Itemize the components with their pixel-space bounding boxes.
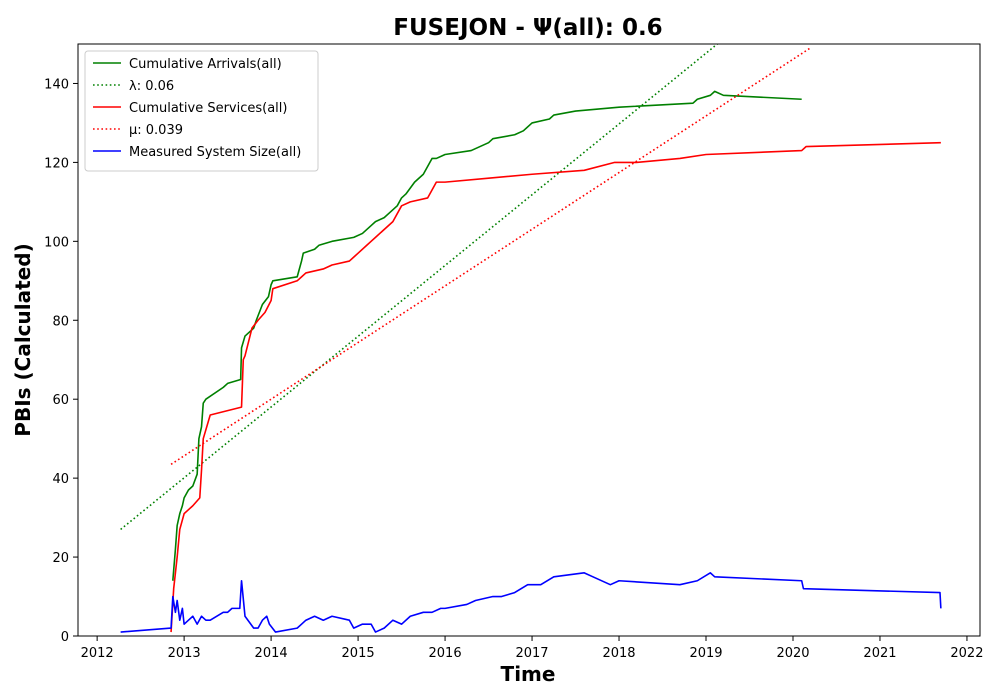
legend-box	[84, 50, 319, 172]
legend-label-2: Cumulative Services(all)	[129, 101, 287, 116]
y-axis-label: PBIs (Calculated)	[11, 243, 35, 436]
chart-title: FUSEJON - Ψ(all): 0.6	[393, 15, 662, 41]
y-tick-label: 0	[61, 630, 69, 645]
x-tick-label: 2014	[255, 646, 288, 661]
series-line-0	[172, 90, 802, 581]
legend-label-4: Measured System Size(all)	[129, 145, 301, 160]
x-tick-label: 2013	[168, 646, 201, 661]
y-tick-label: 40	[52, 472, 69, 487]
x-tick-label: 2016	[429, 646, 462, 661]
series-line-4	[120, 572, 942, 633]
x-axis-label: Time	[501, 662, 556, 686]
x-tick-label: 2022	[950, 646, 983, 661]
y-tick-label: 60	[52, 393, 69, 408]
legend-label-0: Cumulative Arrivals(all)	[129, 57, 282, 72]
plot-frame	[77, 43, 981, 637]
series-line-3	[170, 47, 811, 465]
x-tick-label: 2018	[602, 646, 635, 661]
legend-label-3: μ: 0.039	[129, 123, 183, 138]
y-tick-label: 80	[52, 314, 69, 329]
y-tick-label: 120	[44, 156, 69, 171]
x-tick-label: 2020	[776, 646, 809, 661]
legend-label-1: λ: 0.06	[129, 79, 174, 94]
x-tick-label: 2012	[81, 646, 114, 661]
y-tick-label: 100	[44, 235, 69, 250]
series-line-2	[170, 141, 941, 633]
axis-ticks: 2012 2013 2014 2015 2016 2017 2018 2019 2020 2021…	[44, 77, 983, 661]
x-tick-label: 2017	[515, 646, 548, 661]
y-tick-label: 20	[52, 551, 69, 566]
plot-area	[120, 44, 942, 633]
x-tick-label: 2019	[689, 646, 722, 661]
legend: Cumulative Arrivals(all) λ: 0.06 Cumulativ…	[84, 50, 319, 172]
x-tick-label: 2015	[342, 646, 375, 661]
y-tick-label: 140	[44, 77, 69, 92]
x-tick-label: 2021	[863, 646, 896, 661]
